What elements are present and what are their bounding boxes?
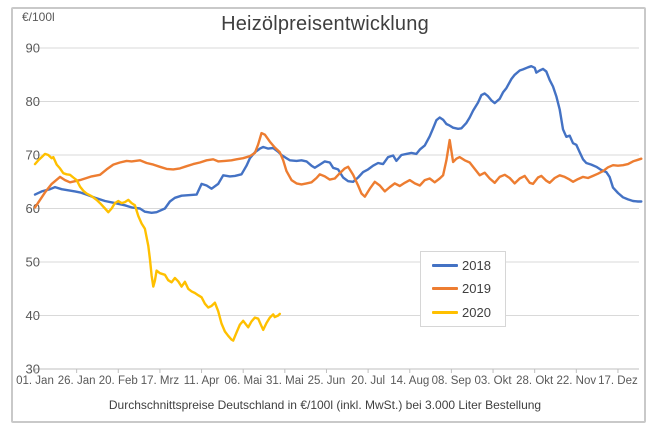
x-tick-label: 14. Aug: [390, 375, 429, 387]
x-tick-label: 28. Okt: [516, 375, 554, 387]
x-tick-label: 17. Mrz: [141, 375, 180, 387]
x-tick-label: 25. Jun: [308, 375, 346, 387]
legend-swatch-2020-icon: [432, 310, 458, 314]
legend-item-2018: 2018: [421, 258, 505, 273]
x-tick-label: 31. Mai: [266, 375, 304, 387]
series-line-2019: [33, 131, 643, 209]
y-tick-label-90: 90: [26, 41, 40, 56]
y-tick-label-80: 80: [26, 94, 40, 109]
y-tick-label-30: 30: [26, 362, 40, 377]
y-tick-label-40: 40: [26, 308, 40, 323]
x-tick-label: 22. Nov: [556, 375, 596, 387]
legend-item-2020: 2020: [421, 305, 505, 320]
chart-frame: [11, 7, 646, 423]
y-axis-unit-label: €/100l: [22, 10, 55, 24]
y-tick-label-50: 50: [26, 255, 40, 270]
x-tick-label: 01. Jan: [16, 375, 54, 387]
x-tick-label: 08. Sep: [432, 375, 472, 387]
y-tick-label-70: 70: [26, 148, 40, 163]
x-tick-label: 06. Mai: [224, 375, 262, 387]
legend-label-2020: 2020: [462, 304, 491, 320]
x-tick-label: 26. Jan: [58, 375, 96, 387]
legend: 2018 2019 2020: [420, 251, 506, 327]
chart-caption: Durchschnittspreise Deutschland in €/100…: [108, 398, 542, 412]
legend-label-2019: 2019: [462, 281, 491, 297]
chart-title: Heizölpreisentwicklung: [221, 13, 429, 35]
x-tick-label: 17. Dez: [598, 375, 638, 387]
legend-swatch-2018-icon: [432, 264, 458, 268]
x-tick-label: 20. Jul: [351, 375, 385, 387]
x-tick-label: 03. Okt: [475, 375, 513, 387]
x-tick-label: 20. Feb: [99, 375, 138, 387]
legend-label-2018: 2018: [462, 258, 491, 274]
x-tick-label: 11. Apr: [184, 375, 220, 387]
series-line-2020: [33, 152, 281, 342]
legend-swatch-2019-icon: [432, 287, 458, 291]
series-line-2018: [33, 64, 643, 215]
legend-item-2019: 2019: [421, 281, 505, 296]
